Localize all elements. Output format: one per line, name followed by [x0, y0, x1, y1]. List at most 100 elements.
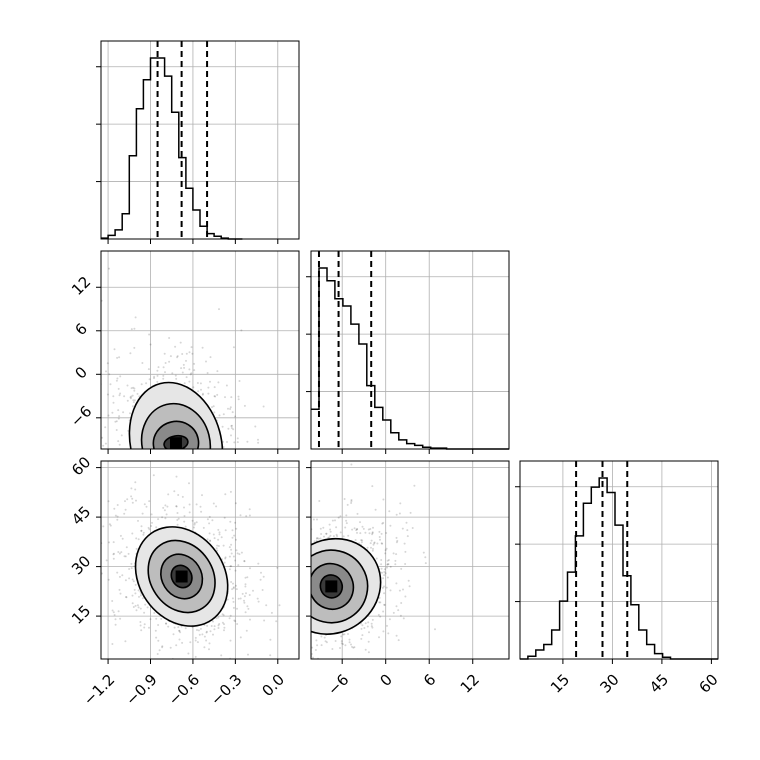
scatter-point — [124, 555, 127, 558]
scatter-point — [123, 555, 126, 558]
scatter-point — [195, 521, 198, 524]
scatter-point — [205, 630, 208, 633]
scatter-point — [106, 362, 109, 365]
scatter-point — [178, 629, 181, 632]
scatter-point — [114, 618, 117, 621]
scatter-point — [108, 541, 110, 544]
scatter-point — [135, 499, 137, 502]
scatter-point — [208, 642, 211, 645]
scatter-point — [218, 531, 221, 534]
scatter-point — [115, 379, 118, 382]
scatter-point — [311, 646, 314, 649]
pair-panel-0-2-content — [101, 474, 281, 659]
scatter-point — [173, 626, 176, 629]
scatter-point — [384, 552, 387, 555]
scatter-point — [137, 538, 140, 541]
scatter-point — [234, 502, 237, 505]
scatter-point — [203, 646, 206, 649]
scatter-point — [257, 600, 260, 603]
scatter-point — [209, 380, 211, 383]
scatter-point — [178, 456, 180, 458]
scatter-point — [196, 382, 199, 384]
scatter-point — [218, 454, 220, 456]
scatter-point — [168, 360, 171, 363]
scatter-point — [413, 484, 416, 487]
scatter-point — [181, 641, 184, 644]
scatter-point — [230, 581, 233, 583]
scatter-point — [345, 522, 348, 525]
scatter-point — [182, 363, 185, 366]
scatter-point — [223, 626, 226, 629]
scatter-point — [206, 372, 209, 374]
scatter-point — [215, 617, 218, 620]
scatter-point — [206, 457, 208, 459]
scatter-point — [344, 526, 347, 529]
scatter-point — [140, 529, 143, 532]
scatter-point — [117, 417, 120, 420]
scatter-point — [220, 654, 223, 657]
scatter-point — [370, 625, 373, 628]
scatter-point — [169, 449, 171, 451]
scatter-point — [244, 611, 247, 614]
scatter-point — [380, 542, 383, 545]
scatter-point — [304, 538, 306, 540]
scatter-point — [188, 351, 191, 354]
scatter-point — [306, 556, 308, 558]
scatter-point — [301, 593, 303, 595]
scatter-point — [132, 386, 135, 389]
scatter-point — [104, 442, 107, 445]
scatter-point — [156, 653, 159, 655]
scatter-point — [368, 532, 371, 535]
scatter-point — [230, 396, 233, 399]
scatter-point — [260, 571, 262, 574]
scatter-point — [245, 629, 248, 632]
pair-panel-0-1-content — [97, 267, 265, 460]
scatter-point — [97, 434, 99, 436]
scatter-point — [307, 590, 309, 592]
scatter-point — [105, 370, 107, 373]
scatter-point — [232, 600, 235, 603]
scatter-point — [99, 453, 101, 455]
scatter-point — [163, 458, 165, 460]
hist-panel-0-background — [101, 41, 299, 239]
scatter-point — [342, 535, 345, 538]
scatter-point — [229, 639, 232, 642]
scatter-point — [299, 559, 301, 561]
scatter-point — [217, 545, 220, 547]
scatter-point — [184, 627, 187, 630]
scatter-point — [217, 627, 220, 629]
scatter-point — [161, 646, 164, 649]
scatter-point — [232, 586, 235, 589]
scatter-point — [135, 453, 137, 455]
scatter-point — [307, 553, 309, 555]
scatter-point — [206, 624, 209, 627]
scatter-point — [386, 563, 389, 566]
scatter-point — [217, 528, 220, 531]
scatter-point — [144, 603, 147, 606]
scatter-point — [254, 425, 257, 428]
scatter-point — [228, 555, 231, 558]
x-tick-label-p0-0: −1.2 — [80, 671, 118, 709]
scatter-point — [357, 664, 359, 666]
scatter-point — [150, 525, 153, 527]
scatter-point — [147, 450, 149, 452]
scatter-point — [215, 457, 217, 459]
scatter-point — [181, 458, 183, 460]
scatter-point — [218, 450, 220, 452]
scatter-point — [223, 516, 226, 519]
scatter-point — [227, 407, 229, 410]
scatter-point — [316, 537, 319, 539]
scatter-point — [361, 539, 364, 542]
scatter-point — [155, 617, 158, 620]
scatter-point — [235, 588, 238, 591]
scatter-point — [381, 571, 383, 574]
scatter-point — [371, 626, 374, 629]
scatter-point — [208, 522, 211, 525]
scatter-point — [127, 552, 130, 555]
scatter-point — [232, 450, 234, 452]
scatter-point — [371, 549, 374, 552]
scatter-point — [210, 625, 213, 627]
scatter-point — [162, 506, 165, 509]
scatter-point — [395, 541, 398, 544]
scatter-point — [361, 634, 364, 637]
